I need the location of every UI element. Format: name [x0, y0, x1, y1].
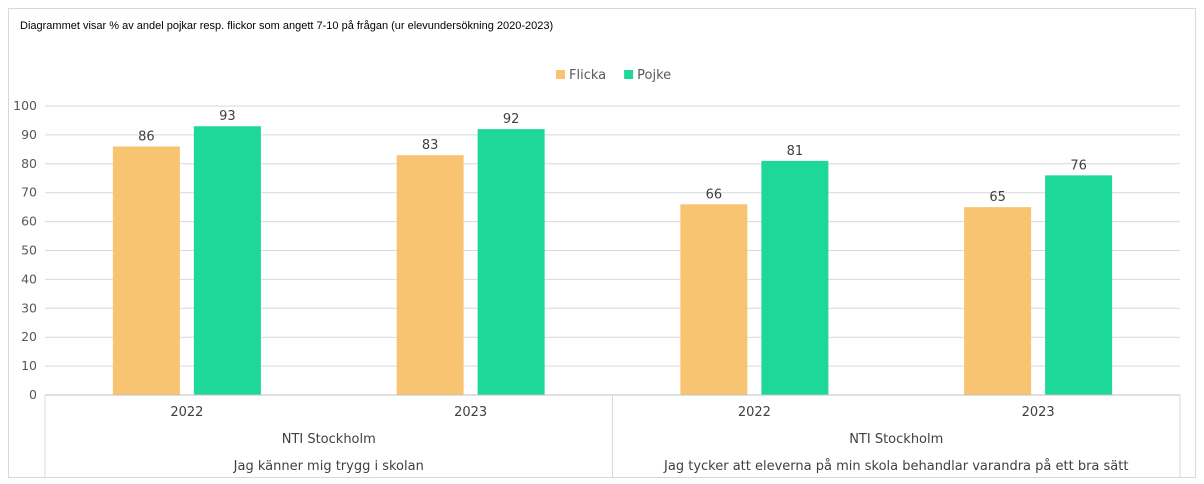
x-question-label: Jag tycker att eleverna på min skola beh…: [663, 459, 1128, 474]
bars: [112, 126, 1113, 395]
bar-pojke-1: [477, 129, 545, 395]
x-tick-label: 2023: [454, 405, 487, 420]
x-tick-label: 2022: [170, 405, 203, 420]
data-label: 76: [1070, 158, 1087, 173]
bar-flicka-0: [112, 146, 180, 395]
x-tick-label: 2022: [738, 405, 771, 420]
chart-note: Diagrammet visar % av andel pojkar resp.…: [20, 20, 554, 32]
x-tick-label: 2023: [1022, 405, 1055, 420]
legend-label: Flicka: [569, 68, 606, 83]
bar-flicka-1: [396, 155, 464, 395]
y-tick-label: 10: [21, 358, 37, 373]
legend-label: Pojke: [637, 68, 671, 83]
y-tick-label: 50: [21, 243, 37, 258]
legend-swatch: [624, 70, 634, 79]
legend: Flicka Pojke: [556, 68, 671, 83]
y-tick-label: 20: [21, 329, 37, 344]
x-question-label: Jag känner mig trygg i skolan: [233, 459, 424, 474]
y-tick-label: 40: [21, 271, 37, 286]
legend-swatch: [556, 70, 565, 79]
data-label: 81: [787, 144, 804, 159]
bar-pojke-3: [1045, 175, 1113, 395]
y-tick-label: 0: [29, 387, 37, 402]
data-labels: 86 83 66 65 93 92 81 76: [138, 109, 1087, 205]
y-axis: 0 10 20 30 40 50 60 70 80 90 100: [13, 98, 37, 402]
y-tick-label: 60: [21, 214, 37, 229]
y-tick-label: 70: [21, 185, 37, 200]
data-label: 92: [503, 112, 520, 127]
data-label: 65: [989, 190, 1006, 205]
y-tick-label: 80: [21, 156, 37, 171]
x-group-label: NTI Stockholm: [849, 432, 943, 447]
y-tick-label: 90: [21, 127, 37, 142]
x-group-label: NTI Stockholm: [282, 432, 376, 447]
data-label: 66: [706, 187, 723, 202]
data-label: 83: [422, 138, 439, 153]
y-tick-label: 100: [13, 98, 37, 113]
bar-pojke-0: [193, 126, 261, 395]
data-label: 86: [138, 129, 155, 144]
y-tick-label: 30: [21, 300, 37, 315]
bar-flicka-2: [680, 204, 748, 395]
bar-flicka-3: [964, 207, 1032, 395]
data-label: 93: [219, 109, 236, 124]
x-axis: 2022 2023 2022 2023 NTI Stockholm NTI Stockho…: [44, 394, 1181, 478]
bar-pojke-2: [761, 160, 829, 395]
